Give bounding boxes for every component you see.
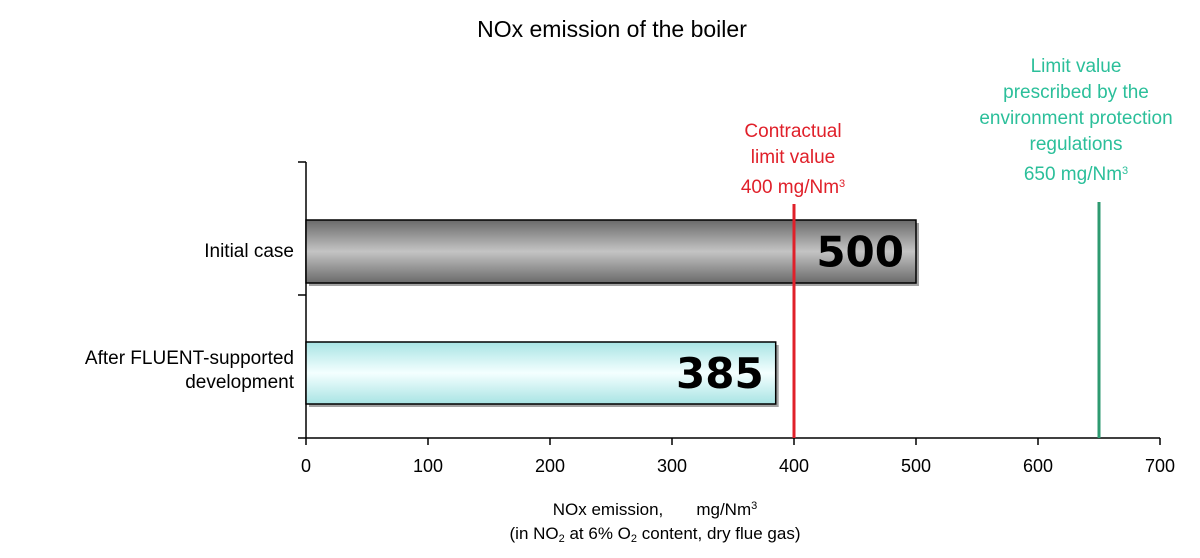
category-label-line: Initial case <box>204 241 294 262</box>
ref-label-line: prescribed by the <box>1003 82 1149 103</box>
x-axis-title-line1: NOx emission, mg/Nm3 <box>552 500 758 519</box>
chart-title: NOx emission of the boiler <box>477 16 747 42</box>
x-tick-label: 100 <box>413 456 443 476</box>
x-tick-label: 700 <box>1145 456 1175 476</box>
ref-label-value: 650 mg/Nm3 <box>1023 164 1129 185</box>
ref-label-line: regulations <box>1029 134 1123 155</box>
regulatory-limit-label: Limit value prescribed by the environmen… <box>960 54 1192 188</box>
x-tick-label: 0 <box>301 456 311 476</box>
ref-label-line: environment protection <box>979 108 1173 129</box>
x-tick-label: 500 <box>901 456 931 476</box>
contractual-limit-label: Contractual limit value 400 mg/Nm3 <box>693 119 893 201</box>
bar-value-label: 500 <box>816 228 904 277</box>
ref-label-line: Contractual <box>744 121 842 142</box>
x-tick-labels: 0 100 200 300 400 500 600 700 <box>301 438 1175 476</box>
x-tick-label: 600 <box>1023 456 1053 476</box>
category-label-initial-case: Initial case <box>204 240 294 264</box>
x-tick-label: 400 <box>779 456 809 476</box>
x-axis-title-line2: (in NO2 at 6% O2 content, dry flue gas) <box>509 524 801 545</box>
category-label-line: development <box>185 372 294 393</box>
x-tick-label: 200 <box>535 456 565 476</box>
category-label-after-fluent: After FLUENT-supported development <box>85 347 294 395</box>
category-label-line: After FLUENT-supported <box>84 348 294 369</box>
x-axis-title: NOx emission, mg/Nm3 (in NO2 at 6% O2 co… <box>400 494 910 551</box>
x-tick-label: 300 <box>657 456 687 476</box>
bar-value-label: 385 <box>676 349 764 398</box>
bars: 500 385 <box>305 219 919 407</box>
bar-initial-case <box>305 219 917 284</box>
bar-after-fluent <box>305 341 777 405</box>
ref-label-value: 400 mg/Nm3 <box>740 177 846 198</box>
ref-label-line: limit value <box>750 147 836 168</box>
ref-label-line: Limit value <box>1030 56 1122 77</box>
reference-lines <box>792 202 1101 438</box>
